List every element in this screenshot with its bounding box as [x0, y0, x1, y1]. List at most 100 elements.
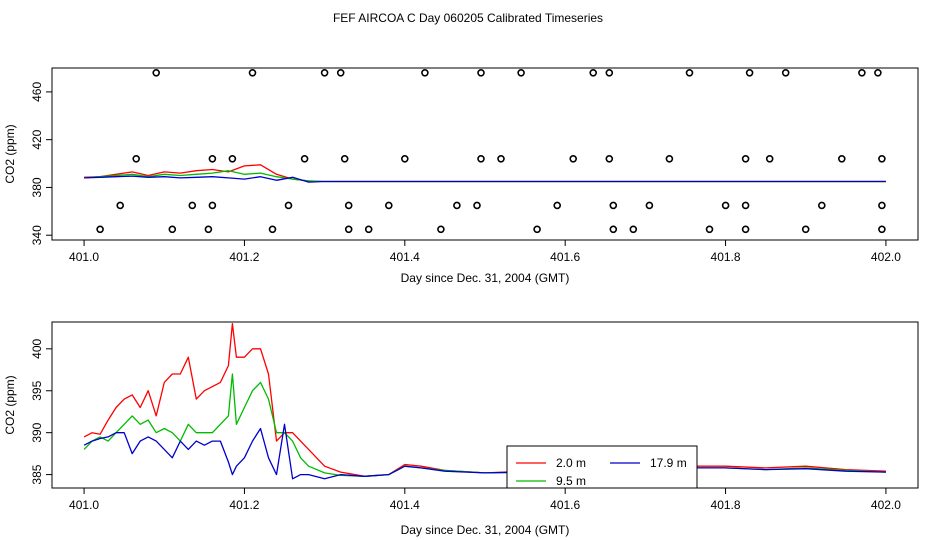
bottom-x-tick-label-401-4: 401.4	[390, 498, 420, 512]
top-x-tick-label-401-6: 401.6	[550, 250, 580, 264]
bottom-y-tick-label-395: 395	[30, 380, 44, 400]
calibration-point	[300, 155, 309, 163]
calibration-point	[605, 69, 614, 77]
calibration-point	[605, 155, 614, 163]
bottom-x-tick-label-402-0: 402.0	[871, 498, 901, 512]
calibration-point	[477, 155, 485, 163]
top-y-tick-label-380: 380	[30, 177, 44, 197]
calibration-point	[421, 69, 429, 77]
calibration-point	[645, 201, 654, 210]
calibration-point	[765, 155, 774, 163]
top-series-line-9-5-m	[84, 170, 886, 183]
calibration-point	[384, 201, 393, 210]
calibration-point	[745, 69, 754, 77]
bottom-x-axis-label: Day since Dec. 31, 2004 (GMT)	[401, 523, 570, 537]
calibration-point	[609, 225, 618, 234]
bottom-x-tick-label-401-8: 401.8	[711, 498, 741, 512]
calibration-point	[801, 225, 810, 234]
calibration-point	[705, 225, 714, 234]
bottom-y-tick-label-400: 400	[30, 338, 44, 358]
bottom-y-tick-label-385: 385	[30, 464, 44, 484]
calibration-point	[665, 155, 674, 163]
calibration-point	[208, 155, 217, 163]
bottom-y-axis: 385 390 395 400	[30, 338, 53, 485]
calibration-point	[132, 155, 140, 163]
calibration-point	[878, 201, 886, 210]
top-plot-frame	[51, 67, 919, 241]
top-x-tick-label-401-4: 401.4	[390, 250, 420, 264]
calibration-point	[741, 225, 750, 234]
calibration-point	[168, 225, 177, 234]
calibration-point	[248, 69, 257, 77]
top-series-line-17-9-m	[84, 175, 886, 183]
calibration-point	[364, 225, 373, 234]
calibration-point	[533, 225, 541, 234]
calibration-point	[228, 155, 237, 163]
top-x-tick-label-401-8: 401.8	[711, 250, 741, 264]
top-x-axis: 401.0 401.2 401.4 401.6 401.8 402.0	[69, 239, 901, 264]
calibration-point	[188, 201, 197, 210]
top-panel: 401.0 401.2 401.4 401.6 401.8 402.0 340 380 420…	[3, 67, 919, 285]
calibration-point	[629, 225, 638, 234]
top-y-axis: 340 380 420 460	[30, 82, 53, 245]
legend: 2.0 m 17.9 m 9.5 m	[506, 445, 698, 489]
top-y-axis-label: CO2 (ppm)	[3, 124, 17, 183]
calibration-point	[517, 69, 525, 77]
top-y-tick-label-340: 340	[30, 225, 44, 245]
bottom-series-line-9-5-m	[83, 373, 886, 477]
calibration-point	[453, 201, 461, 210]
calibration-point	[116, 201, 124, 210]
bottom-series-lines	[83, 323, 886, 480]
bottom-x-tick-label-401-6: 401.6	[550, 498, 580, 512]
bottom-x-tick-label-401-2: 401.2	[229, 498, 259, 512]
calibration-point	[336, 69, 345, 77]
calibration-point	[152, 69, 160, 77]
bottom-x-tick-label-401-0: 401.0	[69, 498, 99, 512]
bottom-y-axis-label: CO2 (ppm)	[3, 375, 17, 434]
bottom-x-axis: 401.0 401.2 401.4 401.6 401.8 402.0	[69, 487, 901, 512]
calibration-point	[685, 69, 694, 77]
bottom-plot-frame	[51, 321, 919, 489]
calibration-point	[781, 69, 790, 77]
bottom-y-tick-label-390: 390	[30, 422, 44, 442]
top-x-tick-label-401-0: 401.0	[69, 250, 99, 264]
calibration-point	[473, 201, 481, 210]
calibration-point	[400, 155, 409, 163]
calibration-point	[344, 225, 353, 234]
calibration-point	[268, 225, 277, 234]
top-calibration-points	[96, 69, 886, 234]
top-x-axis-label: Day since Dec. 31, 2004 (GMT)	[401, 271, 570, 285]
calibration-point	[721, 201, 730, 210]
bottom-panel: 401.0 401.2 401.4 401.6 401.8 402.0 385 390 395…	[3, 321, 919, 537]
calibration-point	[344, 201, 353, 210]
calibration-point	[589, 69, 598, 77]
calibration-point	[208, 201, 217, 210]
calibration-point	[477, 69, 485, 77]
calibration-point	[837, 155, 846, 163]
top-y-tick-label-460: 460	[30, 82, 44, 102]
chart-title: FEF AIRCOA C Day 060205 Calibrated Times…	[333, 11, 603, 25]
calibration-point	[553, 201, 562, 210]
calibration-point	[878, 155, 886, 163]
top-x-tick-label-402-0: 402.0	[871, 250, 901, 264]
bottom-series-line-2-0-m	[83, 323, 886, 477]
calibration-point	[878, 225, 886, 234]
calibration-point	[609, 201, 618, 210]
calibration-point	[340, 155, 349, 163]
calibration-point	[437, 225, 445, 234]
calibration-point	[96, 225, 104, 234]
calibration-point	[284, 201, 293, 210]
legend-label-17-9m: 17.9 m	[650, 456, 687, 470]
calibration-point	[204, 225, 213, 234]
legend-label-9-5m: 9.5 m	[556, 474, 586, 488]
top-series-lines	[84, 164, 886, 183]
top-y-tick-label-420: 420	[30, 129, 44, 149]
calibration-point	[817, 201, 826, 210]
calibration-point	[741, 201, 750, 210]
calibration-point	[569, 155, 578, 163]
calibration-point	[741, 155, 750, 163]
calibration-point	[497, 155, 505, 163]
top-x-tick-label-401-2: 401.2	[229, 250, 259, 264]
calibration-point	[320, 69, 329, 77]
